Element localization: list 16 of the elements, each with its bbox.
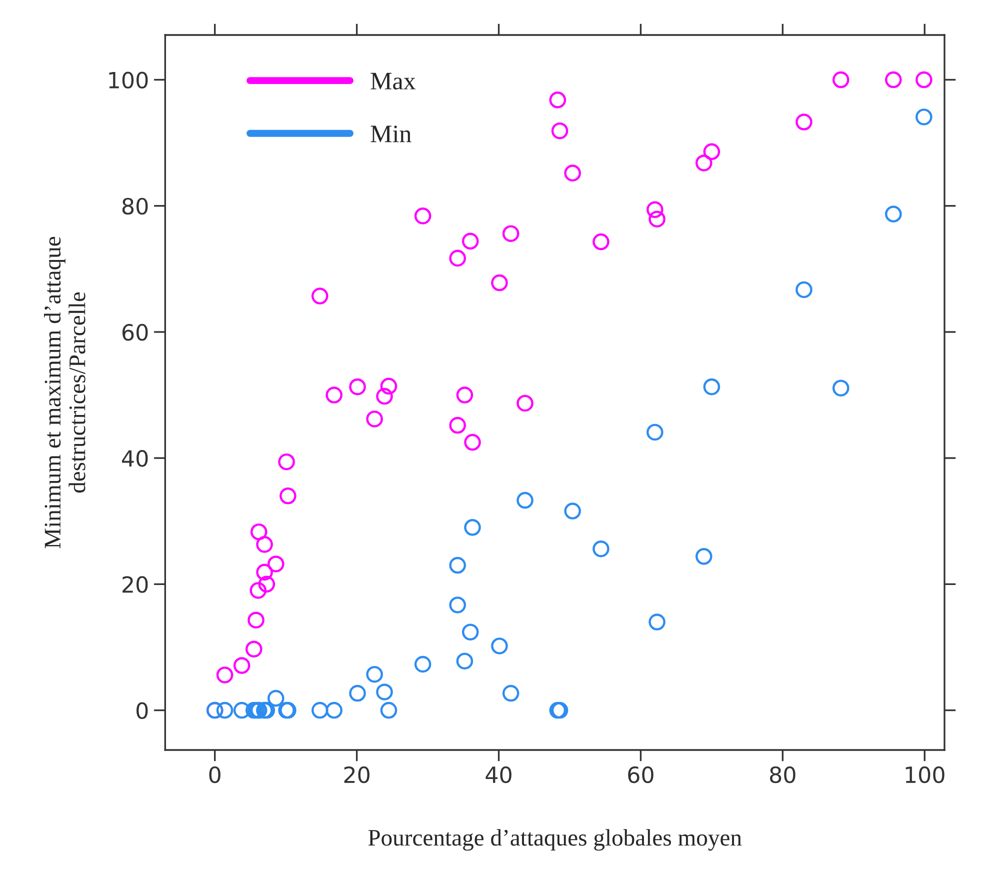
y-tick-label: 60 [122,324,148,341]
x-tick-label: 100 [906,766,944,784]
x-tick-label: 0 [209,766,220,784]
y-tick-label: 0 [136,702,148,720]
x-axis-title: Pourcentage d’attaques globales moyen [368,829,742,851]
y-tick-label: 80 [122,198,148,215]
x-tick-label: 60 [628,766,654,784]
legend-label: Min [370,126,412,142]
x-tick-label: 80 [770,766,796,784]
y-tick-label: 40 [122,450,148,467]
legend-label: Max [370,72,416,90]
x-tick-label: 20 [344,766,370,784]
y-tick-label: 100 [109,72,148,89]
x-tick-label: 40 [486,766,512,784]
y-axis-title: Minimum et maximum d’attaque destructrices/Parcelle [44,236,86,548]
y-tick-label: 20 [122,576,148,593]
